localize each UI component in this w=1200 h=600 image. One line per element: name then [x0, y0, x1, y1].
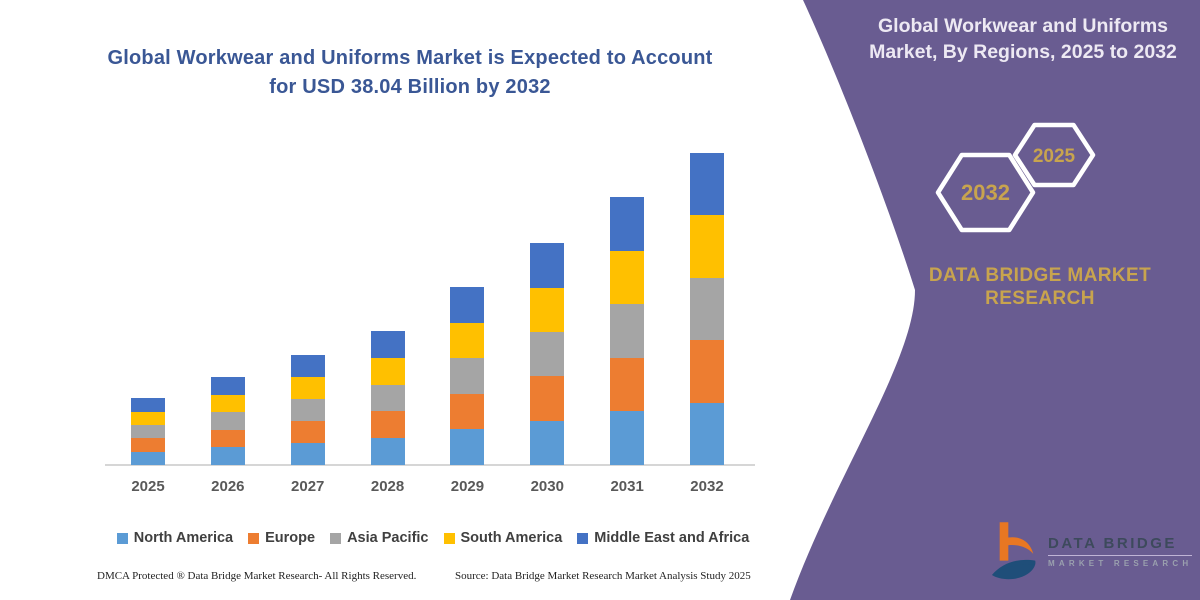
logo-subtitle: MARKET RESEARCH [1048, 558, 1193, 568]
brand-title: DATA BRIDGE MARKET RESEARCH [928, 265, 1152, 309]
x-axis-label: 2028 [370, 478, 405, 495]
bar-segment [610, 250, 645, 305]
bar-segment [610, 411, 645, 465]
bar-chart [105, 140, 761, 466]
legend-item: Europe [248, 530, 315, 546]
hexagon-2032-label: 2032 [961, 180, 1010, 205]
bar-segment [530, 331, 565, 377]
purple-panel-background [790, 0, 1200, 600]
legend-label: Europe [265, 530, 316, 546]
bar-segment [450, 429, 485, 465]
stacked-bar-2031 [610, 197, 645, 465]
panel-title: Global Workwear and Uniforms Market, By … [869, 15, 1177, 63]
bar-segment [370, 411, 405, 439]
hexagon-2025-icon: 2025 [1012, 122, 1096, 188]
chart-title-line2: for USD 38.04 Billion by 2032 [269, 76, 551, 98]
bar-segment [689, 153, 724, 216]
bar-segment [689, 215, 724, 278]
bar-segment [370, 384, 405, 412]
hexagon-2032-icon: 2032 [935, 152, 1036, 233]
stacked-bar-2029 [450, 287, 485, 465]
bar-segment [290, 377, 325, 400]
bar-segment [530, 420, 565, 465]
bar-segment [290, 355, 325, 378]
bar-segment [689, 340, 724, 403]
legend-item: South America [443, 530, 563, 546]
bar-segment [450, 358, 485, 394]
chart-title-line1: Global Workwear and Uniforms Market is E… [107, 47, 713, 69]
bar-segment [450, 287, 485, 323]
bar-segment [370, 438, 405, 465]
legend-swatch-icon [248, 532, 260, 544]
bar-segment [290, 399, 325, 422]
source-text: Source: Data Bridge Market Research Mark… [455, 570, 751, 582]
bar-segment [530, 376, 565, 421]
bar-segment [610, 357, 645, 412]
legend-swatch-icon [330, 532, 342, 544]
bar-segment [450, 322, 485, 359]
chart-legend: North America Europe Asia Pacific South Ame… [100, 530, 766, 546]
x-axis-label: 2032 [690, 478, 724, 495]
hexagon-2025-label: 2025 [1033, 146, 1076, 167]
legend-item: Asia Pacific [330, 530, 429, 546]
bar-segment [530, 243, 565, 288]
bar-segment [610, 304, 645, 358]
bar-segment [689, 277, 724, 341]
x-axis-label: 2027 [291, 478, 325, 495]
bar-segment [370, 357, 405, 385]
bar-segment [450, 393, 485, 430]
bar-segment [210, 429, 245, 448]
legend-label: South America [460, 530, 563, 546]
x-axis-label: 2031 [610, 478, 644, 495]
bar-segment [131, 398, 165, 412]
legend-label: Asia Pacific [347, 530, 429, 546]
x-axis-label: 2030 [530, 478, 564, 495]
bar-segment [131, 451, 165, 465]
x-axis-label: 2029 [450, 478, 485, 495]
x-axis-label: 2025 [131, 478, 165, 495]
bar-segment [210, 376, 245, 395]
legend-swatch-icon [116, 532, 128, 544]
bar-segment [370, 330, 405, 358]
stacked-bar-2032 [689, 153, 724, 465]
bar-segment [689, 402, 724, 465]
data-bridge-b-icon [992, 522, 1036, 580]
bar-segment [210, 447, 245, 465]
footer: DMCA Protected ® Data Bridge Market Rese… [0, 570, 790, 590]
bar-segment [210, 394, 245, 413]
dmca-text: DMCA Protected ® Data Bridge Market Rese… [97, 570, 417, 582]
legend-item: Middle East and Africa [577, 530, 749, 546]
bar-segment [290, 443, 325, 465]
hexagon-years-graphic: 2032 2025 [935, 122, 1096, 233]
bar-segment [290, 421, 325, 444]
stacked-bar-2030 [530, 243, 565, 465]
data-bridge-logo: DATA BRIDGE MARKET RESEARCH [992, 520, 1193, 582]
bar-segment [610, 197, 645, 251]
logo-text: DATA BRIDGE MARKET RESEARCH [1048, 535, 1193, 568]
x-axis-line [105, 464, 755, 466]
bar-segment [131, 424, 165, 439]
bar-segment [131, 411, 165, 425]
x-axis-label: 2026 [211, 478, 245, 495]
bar-segment [131, 438, 165, 452]
logo-title: DATA BRIDGE [1048, 535, 1193, 556]
legend-label: Middle East and Africa [594, 530, 750, 546]
stacked-bar-2026 [210, 376, 245, 465]
stacked-bar-2028 [370, 330, 405, 465]
legend-swatch-icon [443, 532, 455, 544]
stacked-bar-2025 [131, 398, 165, 465]
stacked-bar-2027 [290, 355, 325, 465]
bar-segment [530, 287, 565, 332]
bar-segment [210, 412, 245, 430]
legend-item: North America [116, 530, 234, 546]
chart-title: Global Workwear and Uniforms Market is E… [80, 44, 740, 102]
x-axis-labels: 2025 2026 2027 2028 2029 2030 2031 2032 [0, 478, 780, 500]
legend-swatch-icon [577, 532, 589, 544]
legend-label: North America [133, 530, 234, 546]
